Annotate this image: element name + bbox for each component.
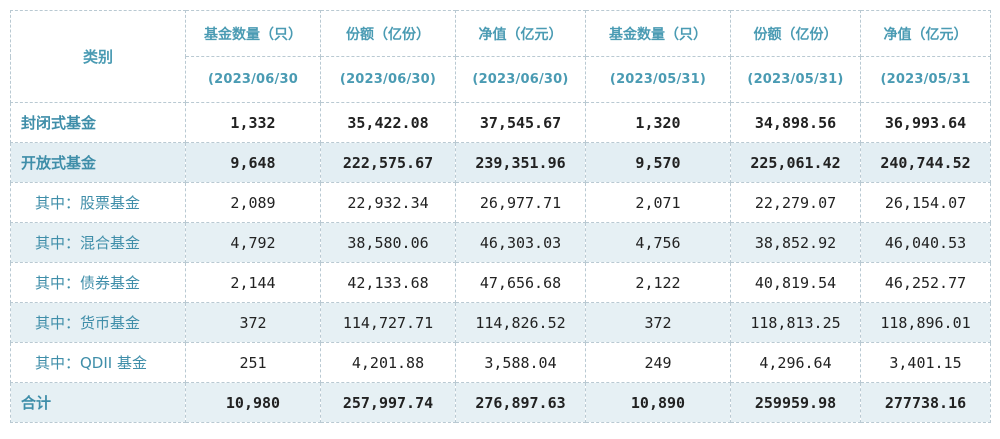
table-row-total: 合计 10,980 257,997.74 276,897.63 10,890 2… bbox=[10, 382, 991, 423]
cell-value: 2,071 bbox=[585, 182, 731, 223]
cell-value: 3,588.04 bbox=[455, 342, 586, 383]
cell-value: 22,932.34 bbox=[320, 182, 456, 223]
cell-value: 36,993.64 bbox=[860, 102, 991, 143]
cell-value: 259959.98 bbox=[730, 382, 861, 423]
table-row-equity-funds: 其中：股票基金 2,089 22,932.34 26,977.71 2,071 … bbox=[10, 182, 991, 223]
col-date-nav-may: (2023/05/31 bbox=[860, 56, 991, 103]
header-row-dates: (2023/06/30 (2023/06/30) (2023/06/30) (2… bbox=[11, 56, 991, 103]
cell-value: 42,133.68 bbox=[320, 262, 456, 303]
cell-value: 1,320 bbox=[585, 102, 731, 143]
cell-value: 46,040.53 bbox=[860, 222, 991, 263]
cell-value: 118,896.01 bbox=[860, 302, 991, 343]
header-row-titles: 类别 基金数量（只） 份额（亿份） 净值（亿元） 基金数量（只） 份额（亿份） … bbox=[10, 10, 991, 103]
col-header-fund-count-jun: 基金数量（只） bbox=[185, 10, 321, 57]
row-label: 开放式基金 bbox=[10, 142, 186, 183]
cell-value: 1,332 bbox=[185, 102, 321, 143]
col-date-fund-count-jun: (2023/06/30 bbox=[185, 56, 321, 103]
cell-value: 4,756 bbox=[585, 222, 731, 263]
cell-value: 9,570 bbox=[585, 142, 731, 183]
cell-value: 3,401.15 bbox=[860, 342, 991, 383]
fund-statistics-table: 类别 基金数量（只） 份额（亿份） 净值（亿元） 基金数量（只） 份额（亿份） … bbox=[10, 10, 991, 423]
cell-value: 251 bbox=[185, 342, 321, 383]
table-row-money-market-funds: 其中：货币基金 372 114,727.71 114,826.52 372 11… bbox=[10, 302, 991, 343]
cell-value: 372 bbox=[185, 302, 321, 343]
cell-value: 2,122 bbox=[585, 262, 731, 303]
col-header-shares-jun: 份额（亿份） bbox=[320, 10, 456, 57]
fund-statistics-table-container: 类别 基金数量（只） 份额（亿份） 净值（亿元） 基金数量（只） 份额（亿份） … bbox=[10, 10, 991, 423]
cell-value: 37,545.67 bbox=[455, 102, 586, 143]
row-label: 其中：债券基金 bbox=[10, 262, 186, 303]
col-header-nav-may: 净值（亿元） bbox=[860, 10, 991, 57]
col-header-nav-jun: 净值（亿元） bbox=[455, 10, 586, 57]
cell-value: 239,351.96 bbox=[455, 142, 586, 183]
col-date-nav-jun: (2023/06/30) bbox=[455, 56, 586, 103]
cell-value: 249 bbox=[585, 342, 731, 383]
cell-value: 225,061.42 bbox=[730, 142, 861, 183]
cell-value: 372 bbox=[585, 302, 731, 343]
cell-value: 4,792 bbox=[185, 222, 321, 263]
cell-value: 4,296.64 bbox=[730, 342, 861, 383]
row-label: 其中：股票基金 bbox=[10, 182, 186, 223]
table-row-hybrid-funds: 其中：混合基金 4,792 38,580.06 46,303.03 4,756 … bbox=[10, 222, 991, 263]
row-label: 其中：QDII 基金 bbox=[10, 342, 186, 383]
cell-value: 10,980 bbox=[185, 382, 321, 423]
table-header: 类别 基金数量（只） 份额（亿份） 净值（亿元） 基金数量（只） 份额（亿份） … bbox=[10, 10, 991, 103]
cell-value: 40,819.54 bbox=[730, 262, 861, 303]
row-label: 其中：货币基金 bbox=[10, 302, 186, 343]
cell-value: 38,580.06 bbox=[320, 222, 456, 263]
cell-value: 38,852.92 bbox=[730, 222, 861, 263]
cell-value: 10,890 bbox=[585, 382, 731, 423]
cell-value: 277738.16 bbox=[860, 382, 991, 423]
cell-value: 240,744.52 bbox=[860, 142, 991, 183]
row-label: 其中：混合基金 bbox=[10, 222, 186, 263]
cell-value: 257,997.74 bbox=[320, 382, 456, 423]
table-body: 封闭式基金 1,332 35,422.08 37,545.67 1,320 34… bbox=[10, 102, 991, 423]
row-label: 合计 bbox=[10, 382, 186, 423]
col-header-fund-count-may: 基金数量（只） bbox=[585, 10, 731, 57]
cell-value: 46,303.03 bbox=[455, 222, 586, 263]
cell-value: 47,656.68 bbox=[455, 262, 586, 303]
table-row-qdii-funds: 其中：QDII 基金 251 4,201.88 3,588.04 249 4,2… bbox=[10, 342, 991, 383]
cell-value: 34,898.56 bbox=[730, 102, 861, 143]
cell-value: 114,727.71 bbox=[320, 302, 456, 343]
cell-value: 9,648 bbox=[185, 142, 321, 183]
cell-value: 2,089 bbox=[185, 182, 321, 223]
table-row-closed-end-funds: 封闭式基金 1,332 35,422.08 37,545.67 1,320 34… bbox=[10, 102, 991, 143]
row-label: 封闭式基金 bbox=[10, 102, 186, 143]
table-row-open-end-funds: 开放式基金 9,648 222,575.67 239,351.96 9,570 … bbox=[10, 142, 991, 183]
category-header: 类别 bbox=[10, 10, 186, 103]
cell-value: 114,826.52 bbox=[455, 302, 586, 343]
col-date-fund-count-may: (2023/05/31) bbox=[585, 56, 731, 103]
cell-value: 222,575.67 bbox=[320, 142, 456, 183]
col-header-shares-may: 份额（亿份） bbox=[730, 10, 861, 57]
cell-value: 46,252.77 bbox=[860, 262, 991, 303]
cell-value: 4,201.88 bbox=[320, 342, 456, 383]
col-date-shares-may: (2023/05/31) bbox=[730, 56, 861, 103]
cell-value: 26,977.71 bbox=[455, 182, 586, 223]
cell-value: 2,144 bbox=[185, 262, 321, 303]
cell-value: 118,813.25 bbox=[730, 302, 861, 343]
cell-value: 26,154.07 bbox=[860, 182, 991, 223]
cell-value: 35,422.08 bbox=[320, 102, 456, 143]
cell-value: 276,897.63 bbox=[455, 382, 586, 423]
col-date-shares-jun: (2023/06/30) bbox=[320, 56, 456, 103]
cell-value: 22,279.07 bbox=[730, 182, 861, 223]
table-row-bond-funds: 其中：债券基金 2,144 42,133.68 47,656.68 2,122 … bbox=[10, 262, 991, 303]
